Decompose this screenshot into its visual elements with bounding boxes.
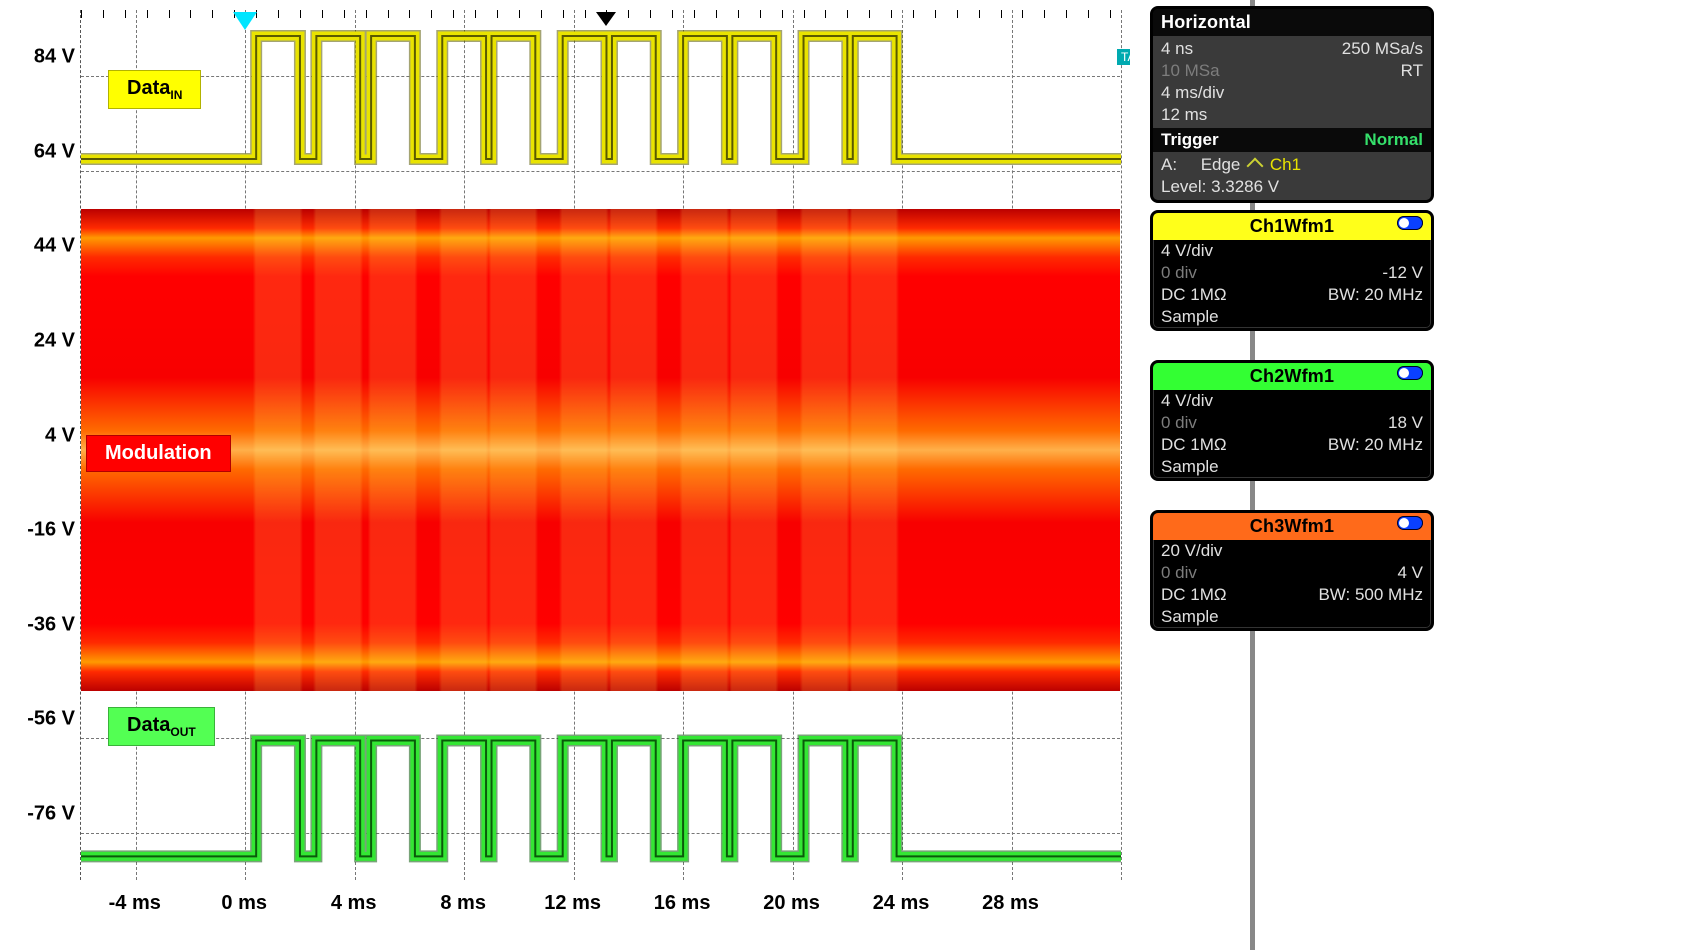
app-root: TA 84 V 64 V 44 V 24 V 4 V -16 V -36 V -56 V -76… xyxy=(0,0,1695,950)
panel-ch1[interactable]: Ch1Wfm14 V/div0 div-12 VDC 1MΩBW: 20 MHz… xyxy=(1150,210,1434,331)
panel-row: 4 V/div xyxy=(1153,240,1431,262)
trigger-type: Edge xyxy=(1201,155,1241,174)
trigger-marker-cyan[interactable] xyxy=(233,12,257,30)
panel-body: 4 V/div0 div-12 VDC 1MΩBW: 20 MHzSample xyxy=(1153,240,1431,328)
panel-ch3[interactable]: Ch3Wfm120 V/div0 div4 VDC 1MΩBW: 500 MHz… xyxy=(1150,510,1434,631)
panel-row: 4 ms/div xyxy=(1153,82,1431,104)
panel-row: 4 ns250 MSa/s xyxy=(1153,38,1431,60)
panel-row: Sample xyxy=(1153,456,1431,478)
label-data-in: DataIN xyxy=(108,70,201,109)
edge-icon xyxy=(1247,158,1264,175)
panel-title: Ch2Wfm1 xyxy=(1153,363,1431,390)
panel-trigger-rows: A: Edge Ch1 Level: 3.3286 V xyxy=(1153,152,1431,200)
panel-row: 0 div-12 V xyxy=(1153,262,1431,284)
panel-trigger-header: Trigger Normal xyxy=(1153,128,1431,152)
panel-row: Sample xyxy=(1153,306,1431,328)
trigger-channel: Ch1 xyxy=(1270,155,1301,174)
y-label: -16 V xyxy=(0,519,75,542)
x-label: 8 ms xyxy=(440,892,486,915)
y-label: -56 V xyxy=(0,708,75,731)
panel-body: 20 V/div0 div4 VDC 1MΩBW: 500 MHzSample xyxy=(1153,540,1431,628)
trigger-mode: Normal xyxy=(1364,130,1423,150)
panel-row: 0 div4 V xyxy=(1153,562,1431,584)
trigger-title: Trigger xyxy=(1161,130,1219,150)
panel-row: 0 div18 V xyxy=(1153,412,1431,434)
panel-ch2[interactable]: Ch2Wfm14 V/div0 div18 VDC 1MΩBW: 20 MHzS… xyxy=(1150,360,1434,481)
panel-horizontal[interactable]: Horizontal 4 ns250 MSa/s10 MSaRT4 ms/div… xyxy=(1150,6,1434,203)
y-label: 4 V xyxy=(0,424,75,447)
panel-row: 12 ms xyxy=(1153,104,1431,126)
trigger-a: A: xyxy=(1161,155,1177,174)
y-label: 44 V xyxy=(0,235,75,258)
panel-toggle[interactable] xyxy=(1397,366,1423,380)
plot: TA xyxy=(80,10,1120,880)
x-label: 0 ms xyxy=(221,892,267,915)
x-label: 24 ms xyxy=(873,892,930,915)
panel-horizontal-rows: 4 ns250 MSa/s10 MSaRT4 ms/div12 ms xyxy=(1153,36,1431,128)
panel-row: 4 V/div xyxy=(1153,390,1431,412)
gridline-v xyxy=(1121,10,1122,880)
x-label: 20 ms xyxy=(763,892,820,915)
x-label: 12 ms xyxy=(544,892,601,915)
x-label: 28 ms xyxy=(982,892,1039,915)
panel-row: 20 V/div xyxy=(1153,540,1431,562)
scope-area: TA 84 V 64 V 44 V 24 V 4 V -16 V -36 V -56 V -76… xyxy=(0,0,1130,950)
x-label: 4 ms xyxy=(331,892,377,915)
y-label: 64 V xyxy=(0,140,75,163)
x-label: 16 ms xyxy=(654,892,711,915)
x-label: -4 ms xyxy=(109,892,161,915)
panel-title: Ch1Wfm1 xyxy=(1153,213,1431,240)
trigger-marker-center[interactable] xyxy=(596,12,616,26)
trace-data-out xyxy=(81,10,1121,880)
side-area: Horizontal 4 ns250 MSa/s10 MSaRT4 ms/div… xyxy=(1130,0,1695,950)
y-label: 24 V xyxy=(0,329,75,352)
y-label: -76 V xyxy=(0,802,75,825)
y-label: -36 V xyxy=(0,613,75,636)
trigger-line: A: Edge Ch1 xyxy=(1153,154,1431,176)
label-modulation: Modulation xyxy=(86,435,231,472)
panel-horizontal-title: Horizontal xyxy=(1153,9,1431,36)
panel-title: Ch3Wfm1 xyxy=(1153,513,1431,540)
panel-body: 4 V/div0 div18 VDC 1MΩBW: 20 MHzSample xyxy=(1153,390,1431,478)
label-data-out: DataOUT xyxy=(108,707,215,746)
panel-toggle[interactable] xyxy=(1397,516,1423,530)
panel-row: DC 1MΩBW: 500 MHz xyxy=(1153,584,1431,606)
trigger-level-text: Level: 3.3286 V xyxy=(1161,176,1279,198)
trigger-level: Level: 3.3286 V xyxy=(1153,176,1431,198)
panel-row: DC 1MΩBW: 20 MHz xyxy=(1153,284,1431,306)
panel-row: 10 MSaRT xyxy=(1153,60,1431,82)
y-label: 84 V xyxy=(0,46,75,69)
panel-toggle[interactable] xyxy=(1397,216,1423,230)
panel-row: DC 1MΩBW: 20 MHz xyxy=(1153,434,1431,456)
panel-row: Sample xyxy=(1153,606,1431,628)
